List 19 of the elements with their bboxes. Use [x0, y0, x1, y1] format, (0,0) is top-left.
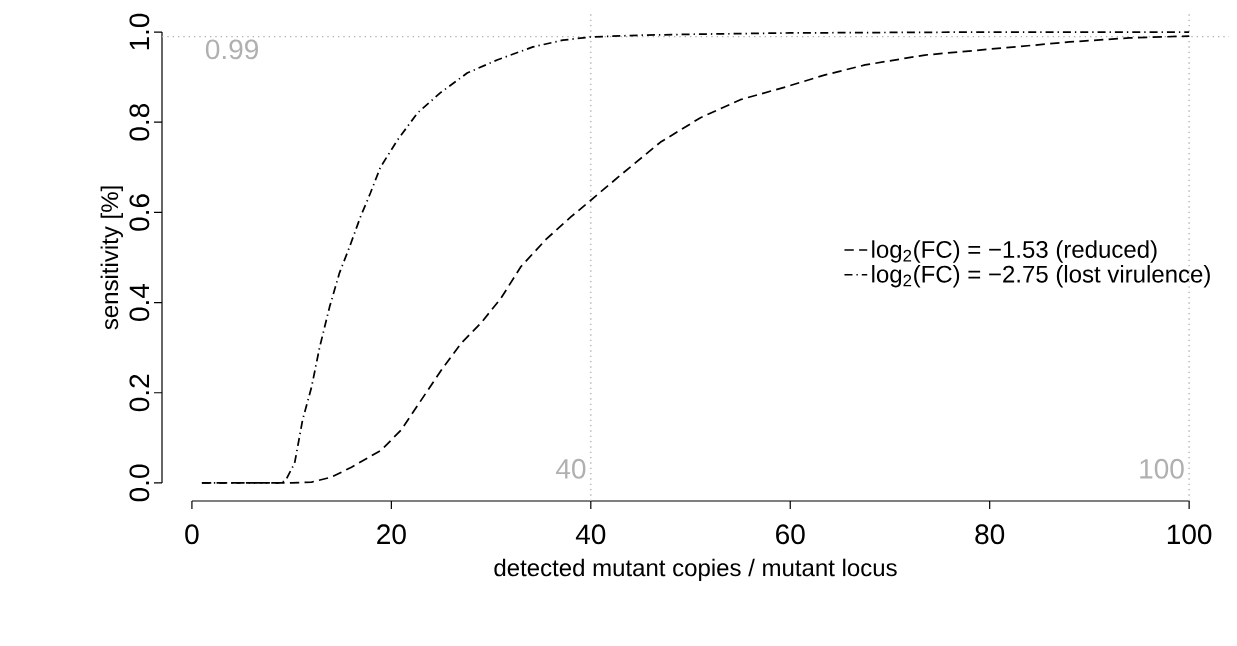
y-tick-label: 0.4 [129, 283, 150, 321]
ref-line-label: 0.99 [205, 39, 258, 60]
legend-label: log$_{2}$(FC) = −2.75 (lost virulence) [872, 265, 1210, 288]
y-tick-label: 1.0 [129, 13, 150, 50]
x-tick-label: 100 [1167, 524, 1212, 545]
x-tick-label: 60 [776, 524, 805, 545]
ref-line-label: 40 [556, 458, 586, 479]
x-axis-title: detected mutant copies / mutant locus [494, 558, 897, 582]
x-tick-label: 20 [377, 524, 406, 545]
x-tick-label: 0 [185, 524, 199, 545]
x-tick-label: 80 [975, 524, 1005, 545]
y-tick-label: 0.6 [129, 194, 150, 231]
y-axis-title: sensitivity [%] [100, 186, 123, 330]
y-tick-label: 0.0 [129, 464, 150, 502]
ref-line-label: 100 [1140, 458, 1184, 479]
x-tick-label: 40 [575, 524, 606, 545]
y-tick-label: 0.2 [129, 374, 150, 412]
legend-label: log$_{2}$(FC) = −1.53 (reduced) [872, 240, 1157, 263]
y-tick-label: 0.8 [129, 103, 150, 141]
